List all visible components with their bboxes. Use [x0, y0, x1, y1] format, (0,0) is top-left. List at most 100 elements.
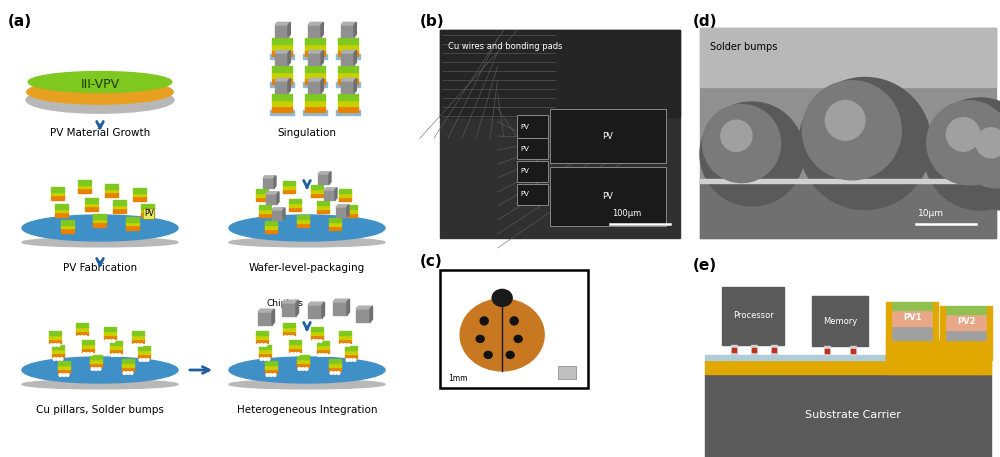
- Text: (d): (d): [693, 14, 718, 29]
- Bar: [345, 213, 357, 217]
- Bar: [259, 205, 271, 209]
- Polygon shape: [288, 50, 290, 65]
- Bar: [933, 302, 938, 360]
- Circle shape: [260, 357, 263, 361]
- Polygon shape: [321, 22, 323, 37]
- Bar: [751, 345, 757, 354]
- Circle shape: [109, 340, 111, 342]
- Text: PV Fabrication: PV Fabrication: [63, 263, 137, 273]
- Bar: [825, 349, 829, 353]
- Circle shape: [87, 353, 89, 356]
- Bar: [297, 355, 309, 359]
- Bar: [700, 179, 996, 183]
- Circle shape: [825, 101, 865, 140]
- Circle shape: [139, 359, 142, 361]
- Bar: [517, 161, 548, 182]
- Text: PV Material Growth: PV Material Growth: [50, 128, 150, 138]
- Bar: [891, 326, 933, 340]
- Bar: [297, 215, 309, 219]
- Bar: [772, 348, 776, 352]
- Circle shape: [77, 335, 80, 338]
- Bar: [305, 94, 325, 100]
- Bar: [93, 218, 106, 223]
- Bar: [341, 53, 354, 65]
- Bar: [732, 348, 736, 352]
- Circle shape: [57, 344, 60, 346]
- Bar: [812, 296, 868, 346]
- Ellipse shape: [484, 351, 492, 358]
- Bar: [272, 72, 292, 78]
- Bar: [945, 306, 987, 314]
- Bar: [265, 221, 277, 225]
- Bar: [341, 81, 354, 93]
- Circle shape: [924, 98, 1000, 210]
- Bar: [339, 339, 351, 343]
- Bar: [51, 196, 64, 200]
- Bar: [272, 78, 292, 84]
- Bar: [272, 106, 292, 112]
- Circle shape: [721, 120, 752, 151]
- Text: PV: PV: [144, 209, 154, 218]
- Polygon shape: [335, 188, 337, 200]
- Bar: [338, 94, 358, 100]
- Bar: [336, 82, 360, 87]
- Bar: [122, 359, 134, 363]
- Polygon shape: [277, 192, 279, 204]
- Bar: [705, 360, 991, 374]
- Bar: [104, 335, 116, 339]
- Polygon shape: [341, 78, 356, 81]
- Bar: [55, 208, 68, 213]
- Bar: [705, 374, 991, 457]
- Bar: [311, 185, 323, 189]
- Text: Processor: Processor: [733, 311, 773, 320]
- Ellipse shape: [506, 351, 514, 358]
- Bar: [987, 306, 992, 360]
- Bar: [256, 193, 268, 197]
- Bar: [93, 214, 106, 218]
- Ellipse shape: [510, 317, 518, 325]
- Bar: [52, 353, 64, 357]
- Bar: [722, 287, 784, 345]
- Bar: [329, 226, 341, 230]
- Circle shape: [118, 354, 121, 356]
- Bar: [289, 203, 301, 207]
- Ellipse shape: [229, 215, 385, 241]
- Bar: [133, 192, 146, 197]
- Circle shape: [273, 374, 276, 377]
- Circle shape: [264, 357, 266, 361]
- Bar: [345, 209, 357, 213]
- Circle shape: [123, 372, 126, 374]
- Circle shape: [66, 374, 69, 377]
- Text: (c): (c): [420, 254, 443, 269]
- Bar: [113, 200, 126, 205]
- Polygon shape: [333, 299, 350, 302]
- Bar: [55, 213, 68, 217]
- Circle shape: [298, 367, 301, 371]
- Bar: [336, 207, 347, 217]
- Bar: [61, 224, 74, 228]
- Text: PV1: PV1: [903, 313, 921, 322]
- Bar: [329, 222, 341, 226]
- Circle shape: [130, 372, 133, 374]
- Ellipse shape: [26, 87, 174, 113]
- Bar: [283, 323, 295, 327]
- Bar: [105, 184, 118, 189]
- Text: Heterogeneous Integration: Heterogeneous Integration: [237, 405, 377, 415]
- Bar: [336, 110, 360, 115]
- Bar: [85, 198, 98, 202]
- Bar: [297, 219, 309, 223]
- Bar: [55, 204, 68, 208]
- Polygon shape: [258, 309, 275, 312]
- Circle shape: [297, 353, 300, 356]
- Bar: [49, 339, 61, 343]
- Circle shape: [112, 340, 115, 342]
- Bar: [317, 205, 329, 209]
- Bar: [104, 327, 116, 331]
- Text: PV: PV: [521, 191, 530, 197]
- Bar: [311, 335, 323, 339]
- Bar: [49, 331, 61, 335]
- Bar: [82, 344, 94, 348]
- Polygon shape: [354, 50, 356, 65]
- Text: Cu wires and bonding pads: Cu wires and bonding pads: [448, 42, 562, 51]
- Circle shape: [291, 335, 294, 338]
